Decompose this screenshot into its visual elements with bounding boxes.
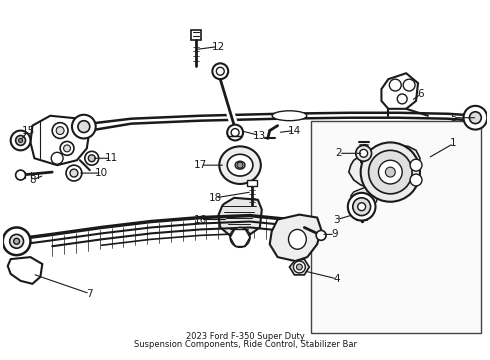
Circle shape xyxy=(51,152,63,164)
Circle shape xyxy=(316,230,326,240)
Circle shape xyxy=(294,261,305,273)
Polygon shape xyxy=(219,198,262,237)
Circle shape xyxy=(16,170,25,180)
Ellipse shape xyxy=(272,111,307,121)
Text: 18: 18 xyxy=(209,193,222,203)
Ellipse shape xyxy=(220,147,261,184)
Bar xyxy=(311,121,481,333)
Circle shape xyxy=(386,167,395,177)
Polygon shape xyxy=(381,73,418,109)
Circle shape xyxy=(60,141,74,155)
Text: 4: 4 xyxy=(334,274,340,284)
Circle shape xyxy=(360,149,368,157)
Circle shape xyxy=(353,198,370,216)
Circle shape xyxy=(356,145,371,161)
Polygon shape xyxy=(290,259,309,275)
Circle shape xyxy=(72,115,96,139)
Circle shape xyxy=(361,143,420,202)
Ellipse shape xyxy=(289,229,306,249)
Circle shape xyxy=(16,135,25,145)
Circle shape xyxy=(397,94,407,104)
Circle shape xyxy=(227,125,243,140)
Polygon shape xyxy=(191,30,200,40)
Text: 7: 7 xyxy=(86,289,93,299)
Circle shape xyxy=(88,155,95,162)
Circle shape xyxy=(64,145,71,152)
Text: 6: 6 xyxy=(417,89,424,99)
Text: 17: 17 xyxy=(194,160,207,170)
Circle shape xyxy=(216,67,224,75)
Text: 2: 2 xyxy=(336,148,342,158)
Polygon shape xyxy=(361,148,383,168)
Circle shape xyxy=(469,112,481,123)
Circle shape xyxy=(368,150,412,194)
Text: 3: 3 xyxy=(334,215,340,225)
Text: 1: 1 xyxy=(450,138,457,148)
Circle shape xyxy=(11,131,30,150)
Circle shape xyxy=(78,121,90,132)
Circle shape xyxy=(231,129,239,136)
Circle shape xyxy=(52,123,68,139)
Circle shape xyxy=(403,79,415,91)
Text: 15: 15 xyxy=(22,126,35,136)
Polygon shape xyxy=(80,113,477,131)
Circle shape xyxy=(358,203,366,211)
Circle shape xyxy=(410,174,422,186)
Polygon shape xyxy=(351,185,378,208)
Circle shape xyxy=(19,139,23,143)
Circle shape xyxy=(230,228,250,247)
Ellipse shape xyxy=(235,161,245,169)
Circle shape xyxy=(66,165,82,181)
Text: 10: 10 xyxy=(95,168,108,178)
Circle shape xyxy=(56,127,64,135)
Text: 16: 16 xyxy=(194,215,207,225)
Ellipse shape xyxy=(227,154,253,176)
Polygon shape xyxy=(247,180,257,186)
Polygon shape xyxy=(349,145,420,193)
Text: 8: 8 xyxy=(29,175,36,185)
Text: 13: 13 xyxy=(253,131,267,140)
Circle shape xyxy=(410,159,422,171)
Circle shape xyxy=(3,228,30,255)
Polygon shape xyxy=(270,215,321,261)
Circle shape xyxy=(464,106,487,130)
Circle shape xyxy=(10,234,24,248)
Circle shape xyxy=(378,160,402,184)
Text: 2023 Ford F-350 Super Duty: 2023 Ford F-350 Super Duty xyxy=(186,332,304,341)
Circle shape xyxy=(85,151,98,165)
Text: 11: 11 xyxy=(105,153,118,163)
Circle shape xyxy=(14,238,20,244)
Polygon shape xyxy=(8,257,42,284)
Circle shape xyxy=(212,63,228,79)
Text: 14: 14 xyxy=(288,126,301,136)
Text: 12: 12 xyxy=(212,41,225,51)
Text: 9: 9 xyxy=(332,229,338,239)
Polygon shape xyxy=(30,116,90,165)
Circle shape xyxy=(390,79,401,91)
Text: Suspension Components, Ride Control, Stabilizer Bar: Suspension Components, Ride Control, Sta… xyxy=(133,339,357,348)
Circle shape xyxy=(70,169,78,177)
Text: 5: 5 xyxy=(450,113,457,123)
Circle shape xyxy=(348,193,375,221)
Circle shape xyxy=(296,264,302,270)
Circle shape xyxy=(237,162,243,168)
